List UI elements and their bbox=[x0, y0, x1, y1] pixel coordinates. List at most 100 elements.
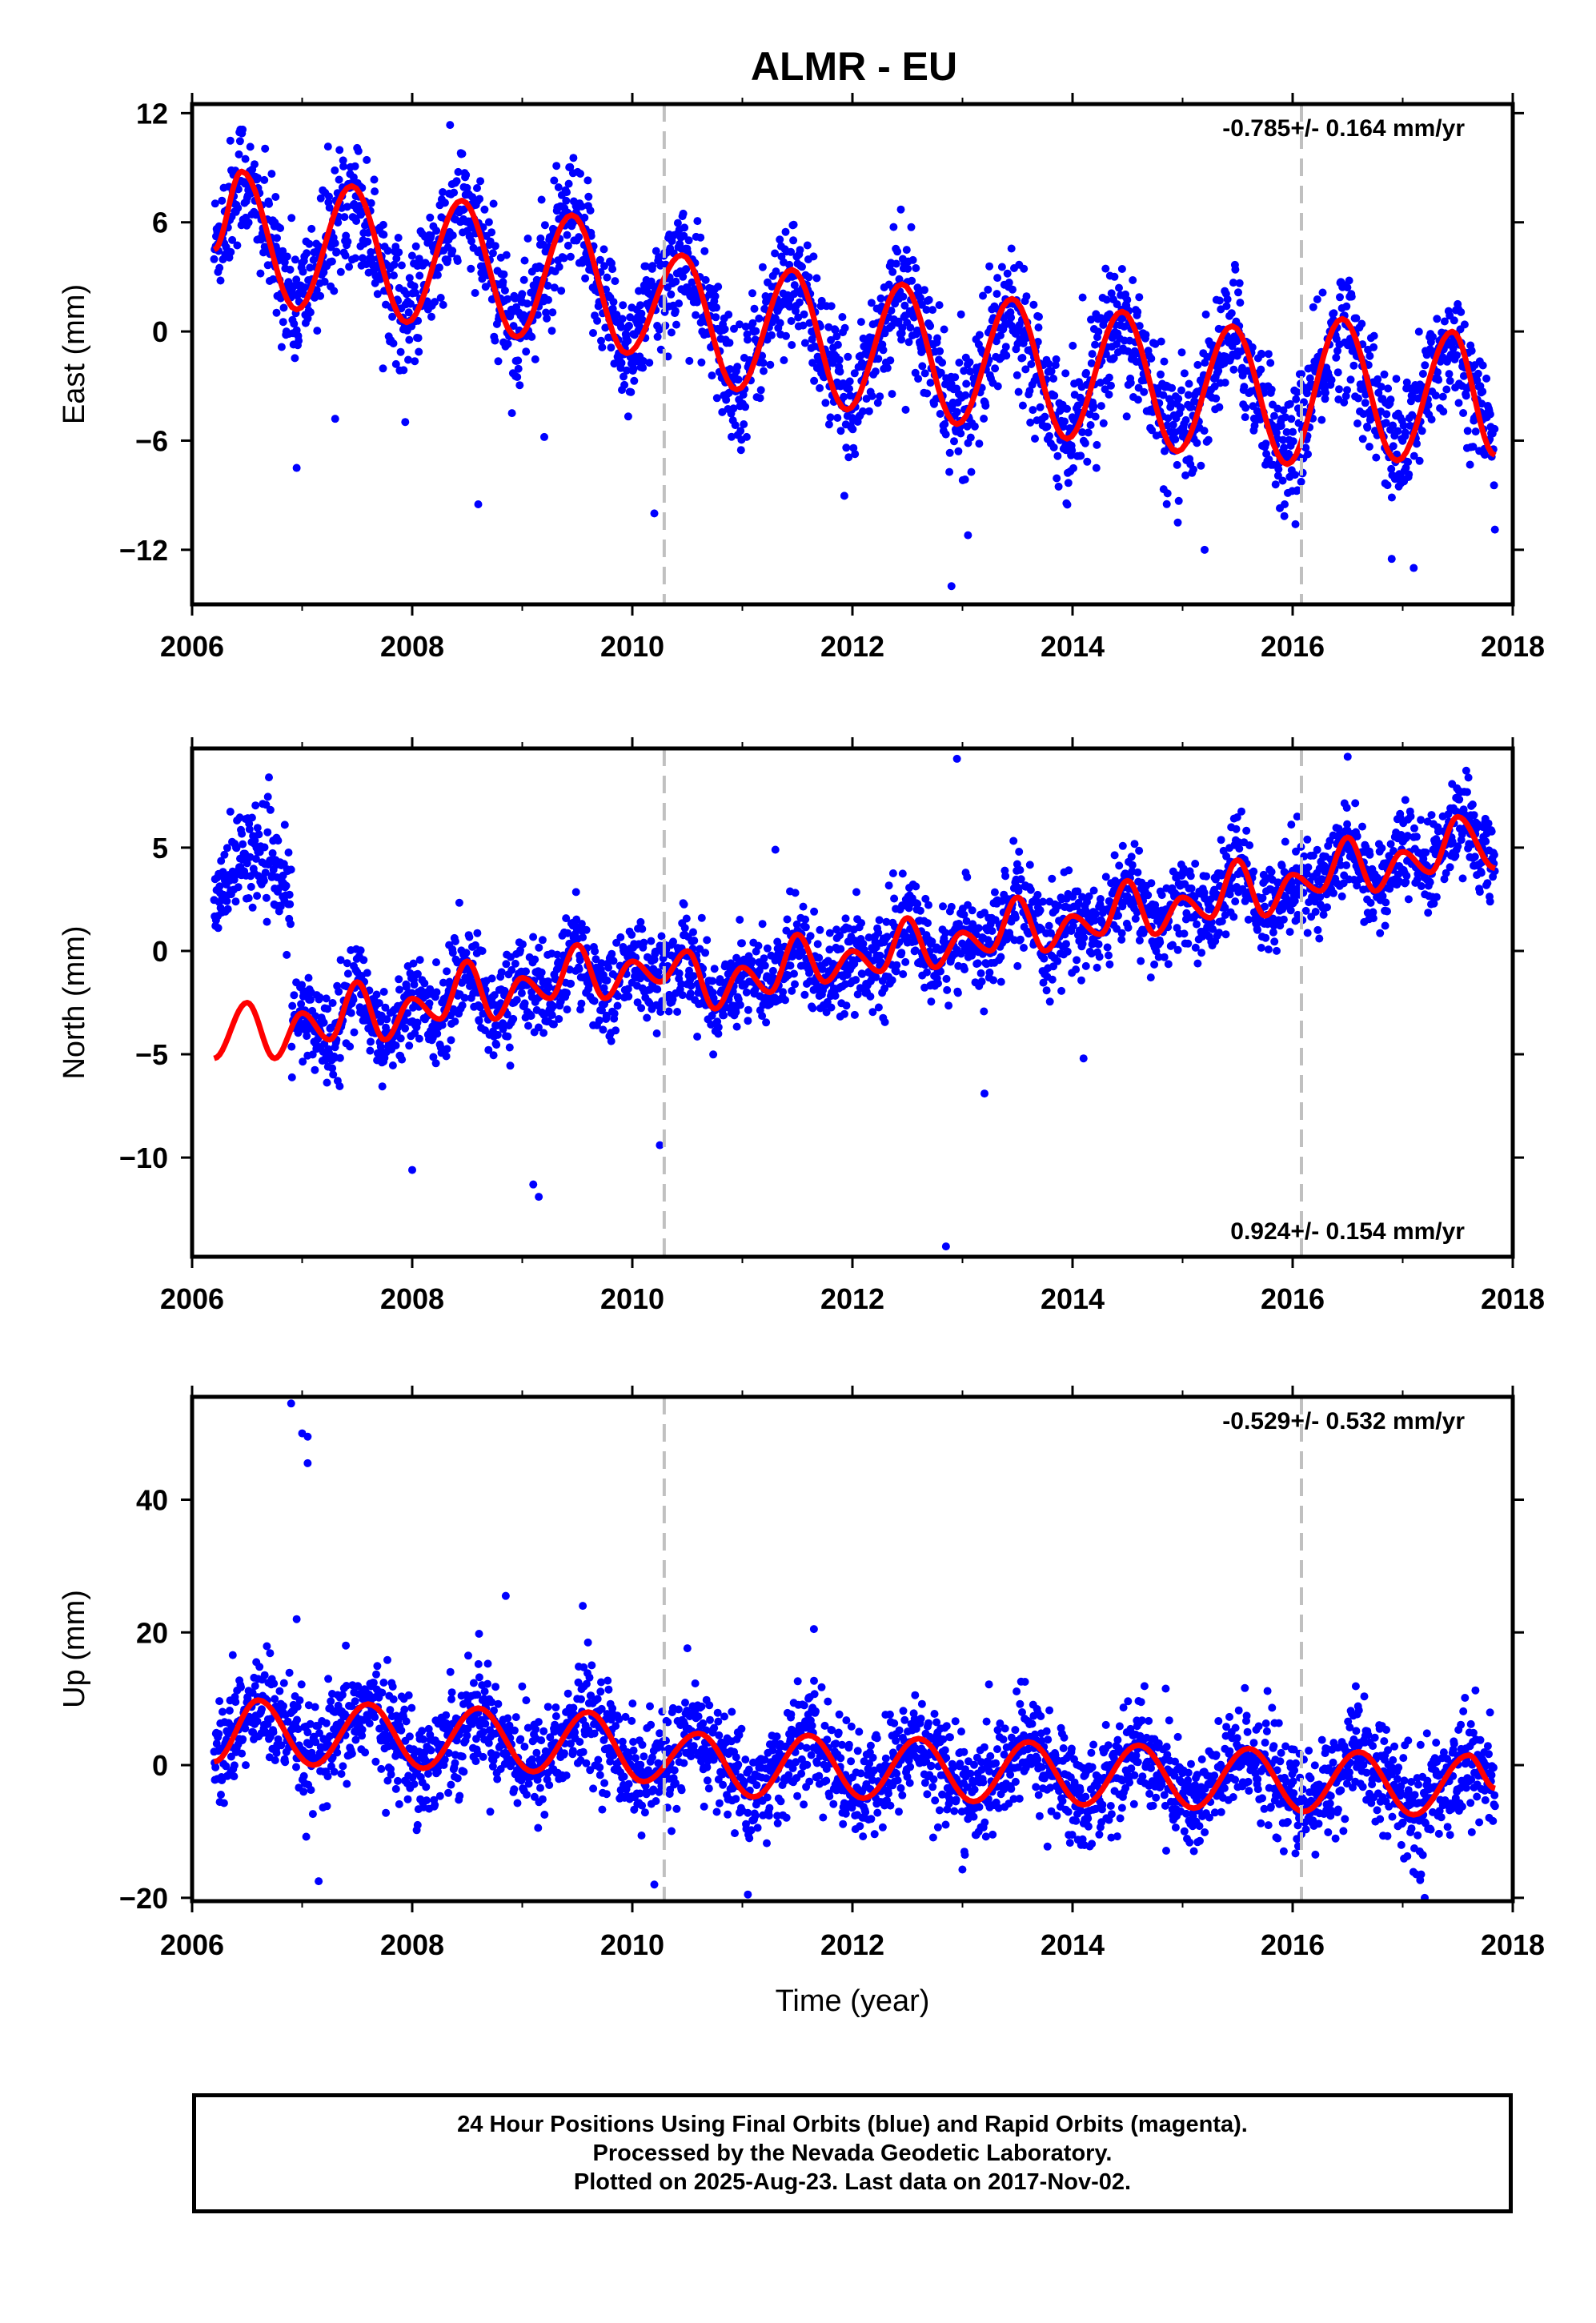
data-point bbox=[329, 1070, 338, 1079]
data-point bbox=[372, 990, 381, 999]
data-point bbox=[908, 255, 917, 264]
data-point bbox=[851, 450, 860, 459]
data-point bbox=[756, 386, 765, 395]
data-point bbox=[243, 859, 251, 868]
data-point bbox=[1011, 913, 1020, 922]
data-point bbox=[1174, 395, 1183, 403]
data-point bbox=[1269, 921, 1278, 930]
data-point bbox=[992, 290, 1001, 299]
data-point bbox=[1033, 890, 1042, 899]
data-point bbox=[609, 298, 618, 307]
data-point bbox=[838, 313, 847, 321]
data-point bbox=[1261, 439, 1270, 448]
data-point bbox=[623, 366, 632, 375]
data-point bbox=[1449, 344, 1458, 353]
data-point bbox=[943, 985, 952, 994]
data-point bbox=[1241, 403, 1250, 412]
data-point bbox=[544, 295, 552, 304]
data-point bbox=[335, 987, 343, 996]
data-point bbox=[1301, 906, 1310, 915]
data-point bbox=[729, 404, 738, 413]
data-point bbox=[624, 992, 633, 1001]
data-point bbox=[1466, 460, 1474, 469]
data-point bbox=[1431, 391, 1440, 400]
data-point bbox=[655, 325, 664, 334]
data-point bbox=[539, 1029, 548, 1037]
data-point bbox=[1439, 407, 1448, 416]
data-point bbox=[712, 394, 721, 403]
data-point bbox=[1102, 295, 1111, 304]
data-point bbox=[979, 291, 987, 300]
outlier-point bbox=[474, 500, 483, 508]
data-point bbox=[1244, 915, 1253, 924]
data-point bbox=[511, 959, 519, 968]
data-point bbox=[398, 1055, 407, 1064]
data-point bbox=[1286, 906, 1295, 915]
data-point bbox=[503, 339, 512, 348]
data-point bbox=[617, 323, 625, 331]
data-point bbox=[1018, 354, 1027, 362]
data-point bbox=[265, 773, 273, 782]
data-point bbox=[1093, 440, 1101, 449]
data-point bbox=[411, 288, 420, 297]
data-point bbox=[828, 359, 837, 367]
data-point bbox=[725, 339, 734, 347]
data-point bbox=[379, 988, 388, 996]
data-point bbox=[1279, 915, 1288, 924]
data-point bbox=[1373, 375, 1382, 383]
data-point bbox=[522, 347, 531, 356]
data-point bbox=[1292, 847, 1300, 856]
data-point bbox=[432, 227, 441, 235]
data-point bbox=[593, 316, 602, 325]
data-point bbox=[776, 949, 785, 958]
data-point bbox=[1405, 470, 1414, 479]
data-point bbox=[439, 978, 447, 987]
data-point bbox=[488, 249, 497, 258]
data-point bbox=[629, 364, 638, 373]
data-point bbox=[1168, 383, 1177, 392]
data-point bbox=[849, 443, 858, 452]
data-point bbox=[803, 241, 812, 250]
data-point bbox=[569, 154, 578, 162]
data-point bbox=[1173, 518, 1182, 527]
data-point bbox=[328, 1064, 337, 1073]
data-point bbox=[273, 234, 281, 243]
data-point bbox=[795, 298, 804, 307]
data-point bbox=[815, 953, 824, 962]
data-point bbox=[1383, 481, 1392, 490]
data-point bbox=[689, 972, 698, 981]
data-point bbox=[970, 422, 979, 431]
data-point bbox=[1083, 457, 1092, 466]
data-point bbox=[720, 325, 729, 334]
data-point bbox=[730, 324, 738, 333]
data-point bbox=[669, 937, 677, 946]
data-point bbox=[520, 256, 529, 265]
data-point bbox=[600, 245, 608, 254]
data-point bbox=[1204, 435, 1213, 444]
data-point bbox=[677, 980, 686, 989]
data-point bbox=[781, 996, 789, 1005]
data-point bbox=[1290, 471, 1299, 479]
data-point bbox=[876, 294, 885, 303]
data-point bbox=[512, 996, 521, 1005]
data-point bbox=[1133, 395, 1142, 404]
data-point bbox=[744, 1017, 752, 1025]
data-point bbox=[888, 390, 896, 399]
data-point bbox=[371, 187, 379, 196]
data-point bbox=[590, 997, 599, 1005]
data-point bbox=[1345, 276, 1353, 285]
data-point bbox=[299, 267, 307, 276]
data-point bbox=[584, 192, 593, 201]
data-point bbox=[453, 257, 462, 265]
data-point bbox=[1237, 347, 1245, 356]
data-point bbox=[251, 837, 259, 845]
data-point bbox=[1293, 910, 1302, 919]
data-point bbox=[403, 290, 411, 299]
data-point bbox=[1009, 285, 1017, 294]
data-point bbox=[825, 945, 834, 954]
data-point bbox=[511, 294, 519, 303]
data-point bbox=[415, 956, 424, 965]
data-point bbox=[913, 326, 921, 335]
data-point bbox=[415, 271, 424, 280]
data-point bbox=[367, 1037, 375, 1046]
